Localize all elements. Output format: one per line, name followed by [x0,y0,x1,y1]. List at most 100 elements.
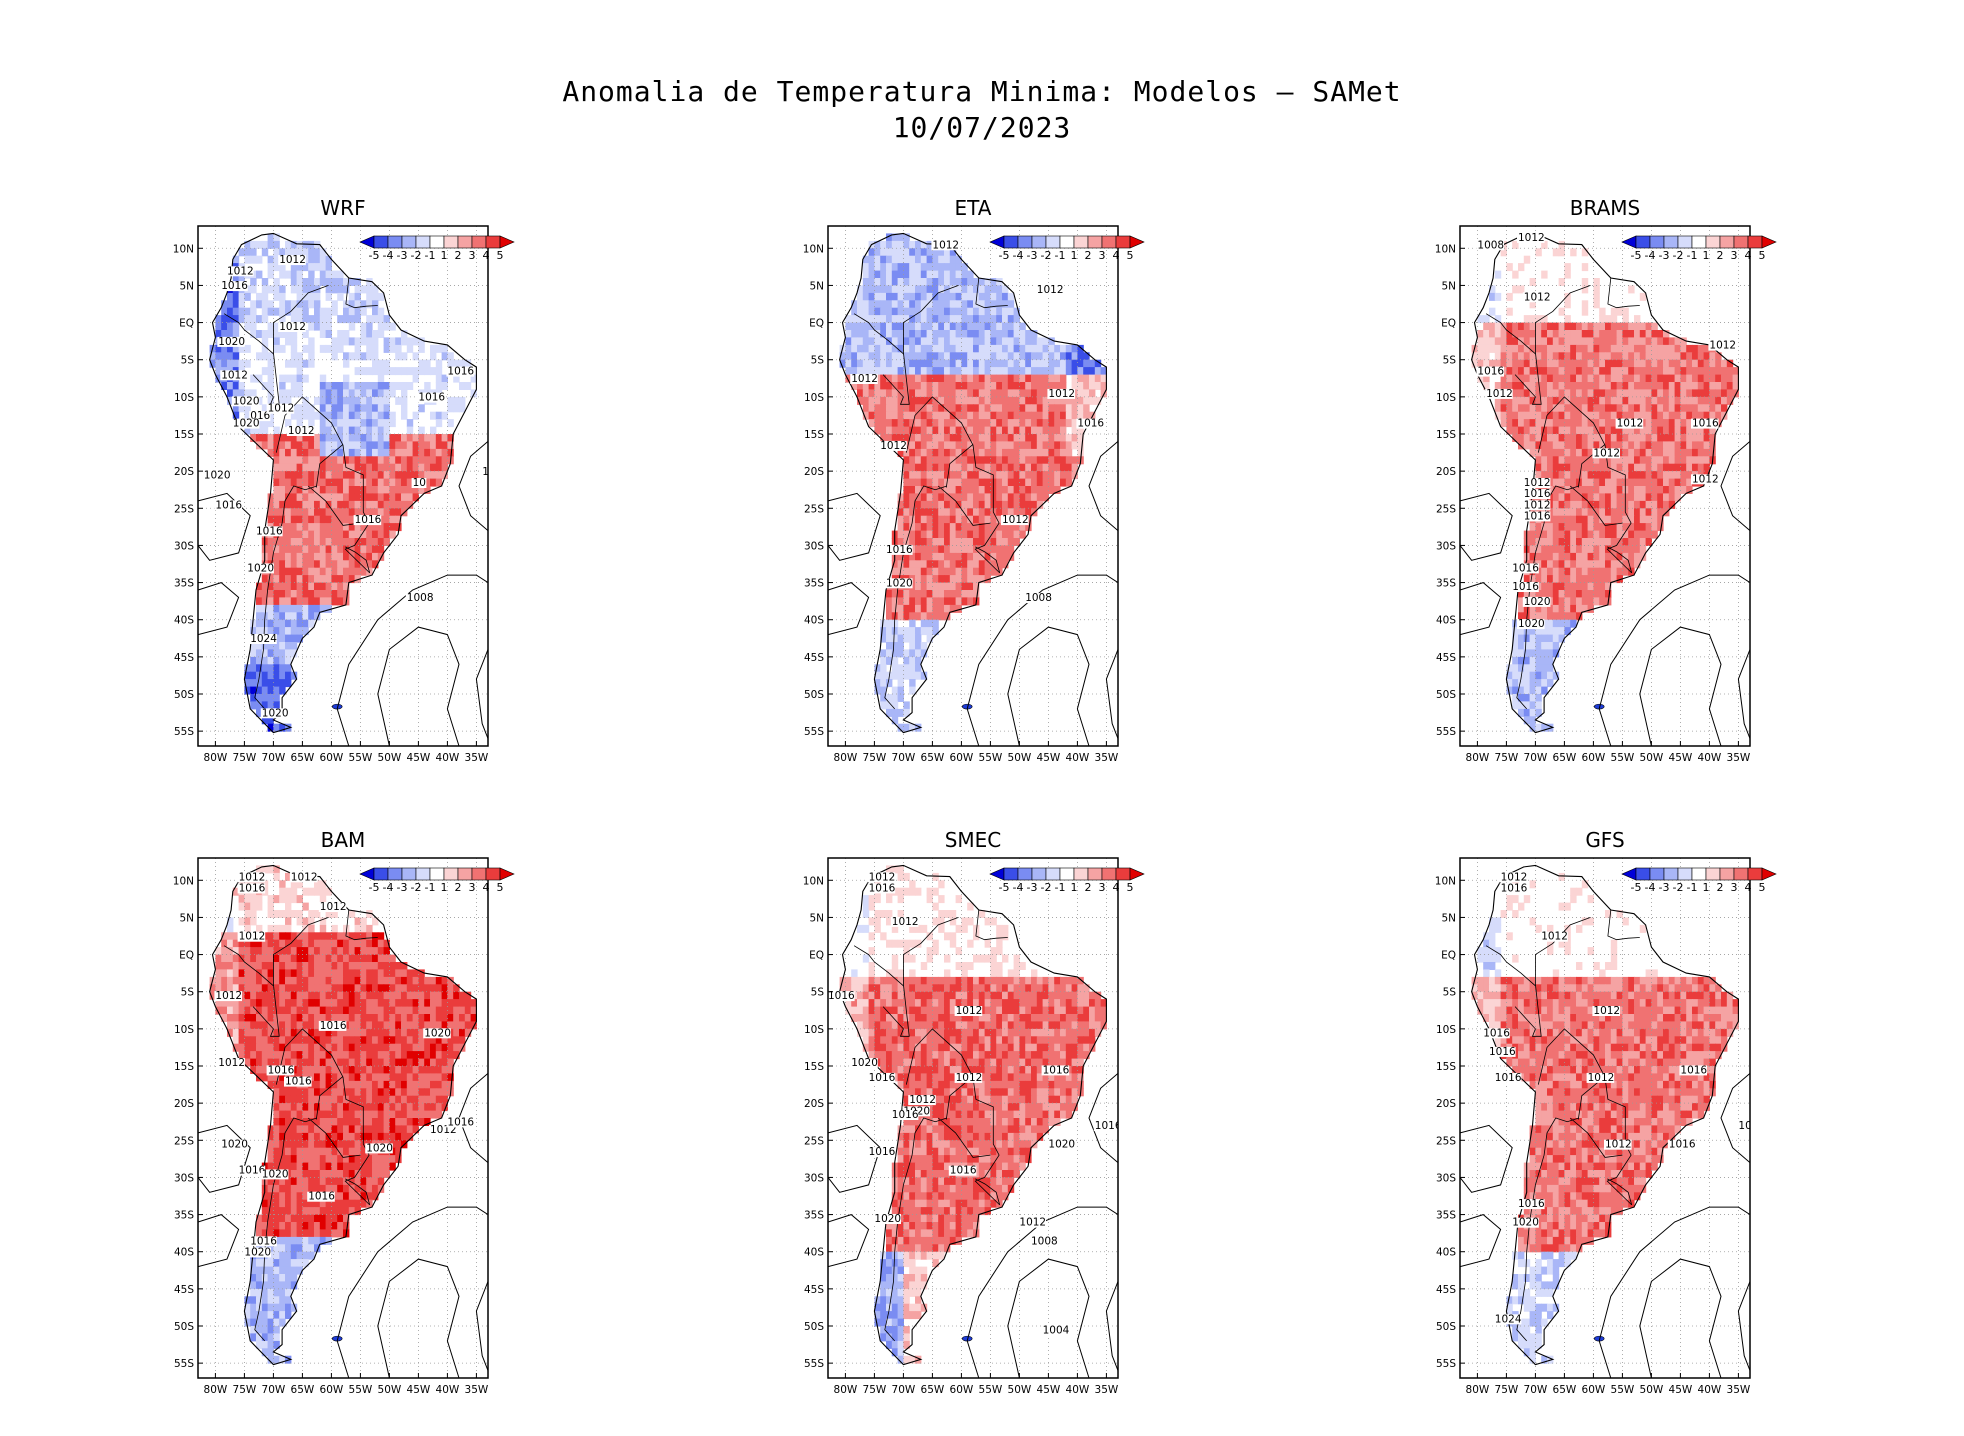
colorbar-swatch [1087,235,1103,249]
isobar-label-bg [1024,593,1052,604]
anomaly-cell [1628,374,1635,383]
anomaly-cell [302,374,309,383]
anomaly-cell [435,344,443,353]
anomaly-cell [331,976,338,985]
anomaly-cell [279,604,286,613]
anomaly-cell [1013,441,1020,450]
anomaly-cell [377,389,385,398]
anomaly-cell [459,991,466,1000]
anomaly-cell [915,359,922,368]
anomaly-cell [290,582,298,591]
anomaly-cell [886,649,893,658]
anomaly-cell [973,471,980,480]
anomaly-cell [996,285,1003,294]
anomaly-cell [944,330,951,338]
lat-tick-label: 45S [804,652,824,664]
anomaly-cell [897,396,904,405]
anomaly-cell [343,471,350,480]
anomaly-cell [1558,456,1565,465]
anomaly-cell [459,1006,466,1015]
anomaly-cell [314,582,321,591]
anomaly-cell [949,575,957,584]
anomaly-cell [1593,278,1600,286]
isobar-label: 1012 [279,254,306,266]
anomaly-cell [1552,567,1560,576]
anomaly-cell [1639,292,1647,301]
anomaly-cell [372,448,379,457]
anomaly-cell [1622,560,1629,569]
anomaly-cell [967,500,974,509]
anomaly-cell [267,240,274,249]
anomaly-cell [1634,441,1641,450]
anomaly-cell [377,939,385,948]
isobar-label-bg [231,418,260,429]
anomaly-cell [1605,508,1612,517]
colorbar-swatch [1649,235,1665,249]
anomaly-cell [377,478,385,487]
anomaly-cell [932,463,939,472]
anomaly-cell [909,292,916,301]
anomaly-cell [926,367,933,376]
anomaly-cell [221,932,228,941]
anomaly-cell [227,359,234,368]
anomaly-cell [1007,508,1015,517]
anomaly-cell [938,471,945,480]
anomaly-cell [285,642,292,650]
anomaly-cell [256,701,263,710]
anomaly-cell [1639,486,1647,494]
anomaly-cell [267,642,274,650]
anomaly-cell [1576,352,1583,361]
anomaly-cell [337,344,344,353]
anomaly-cell [1628,396,1635,405]
anomaly-cell [1564,441,1571,450]
anomaly-cell [1541,463,1548,472]
anomaly-cell [238,389,245,398]
anomaly-cell [880,627,887,636]
anomaly-cell [909,463,916,472]
anomaly-cell [932,627,939,636]
anomaly-cell [395,508,402,517]
anomaly-cell [1506,382,1513,390]
anomaly-cell [395,486,402,494]
anomaly-cell [862,396,870,405]
anomaly-cell [1558,419,1565,428]
anomaly-cell [978,300,986,309]
anomaly-cell [1587,322,1594,331]
anomaly-cell [348,322,356,331]
anomaly-cell [897,686,904,695]
lon-tick-label: 55W [1611,752,1635,764]
anomaly-cell [354,292,361,301]
anomaly-cell [903,649,910,658]
anomaly-cell [949,434,957,442]
anomaly-cell [915,337,922,346]
anomaly-cell [886,634,893,643]
anomaly-cell [1726,389,1734,398]
anomaly-cell [285,575,292,584]
anomaly-cell [1552,642,1560,650]
anomaly-cell [331,530,338,539]
anomaly-cell [395,337,402,346]
anomaly-cell [845,344,852,353]
anomaly-cell [1564,478,1571,487]
anomaly-cell [1019,463,1026,472]
lat-tick-label: 40S [1436,615,1456,627]
anomaly-cell [1552,575,1560,584]
anomaly-cell [290,545,298,554]
anomaly-cell [227,330,234,338]
anomaly-cell [1587,441,1594,450]
anomaly-cell [372,523,379,532]
anomaly-cell [256,441,263,450]
anomaly-cell [424,456,431,465]
anomaly-cell [961,374,968,383]
anomaly-cell [1651,500,1658,509]
anomaly-cell [1680,374,1687,383]
lon-tick-label: 45W [407,752,431,764]
anomaly-cell [897,723,904,732]
isobar-label: 1012 [1524,477,1551,489]
anomaly-cell [1547,664,1554,673]
anomaly-cell [1581,500,1589,509]
anomaly-cell [296,471,303,480]
anomaly-cell [926,285,933,294]
anomaly-cell [250,694,257,702]
anomaly-cell [1031,456,1038,465]
